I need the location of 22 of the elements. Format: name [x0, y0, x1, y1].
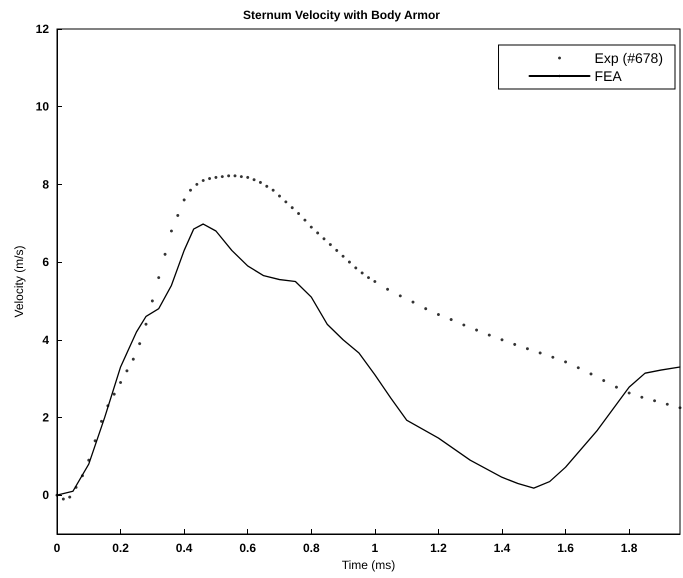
- y-axis-title: Velocity (m/s): [12, 245, 26, 318]
- y-tick-label: 2: [42, 410, 50, 424]
- x-axis-title: Time (ms): [342, 558, 396, 572]
- y-tick-label: 10: [36, 100, 50, 114]
- x-tick-label: 1.4: [494, 541, 511, 555]
- y-tick-label: 6: [42, 255, 50, 270]
- x-tick-label: 0.8: [302, 541, 320, 555]
- x-tick-label: 1: [372, 541, 379, 555]
- y-tick-label: 4: [42, 332, 50, 347]
- y-tick-label: 0: [42, 488, 50, 502]
- chart-title: Sternum Velocity with Body Armor: [243, 8, 440, 22]
- x-tick-label: 1.8: [620, 541, 638, 555]
- x-tick-label: 0: [54, 541, 61, 555]
- x-tick-label: 0.2: [112, 541, 130, 555]
- legend-label: Exp (#678): [594, 50, 663, 66]
- x-tick-label: 1.6: [557, 541, 574, 555]
- y-tick-label: 8: [42, 177, 50, 192]
- x-tick-label: 0.4: [176, 541, 193, 555]
- x-tick-label: 0.6: [239, 541, 256, 555]
- x-tick-label: 1.2: [430, 541, 448, 555]
- legend-label: FEA: [594, 68, 622, 84]
- y-tick-label: 12: [36, 22, 50, 36]
